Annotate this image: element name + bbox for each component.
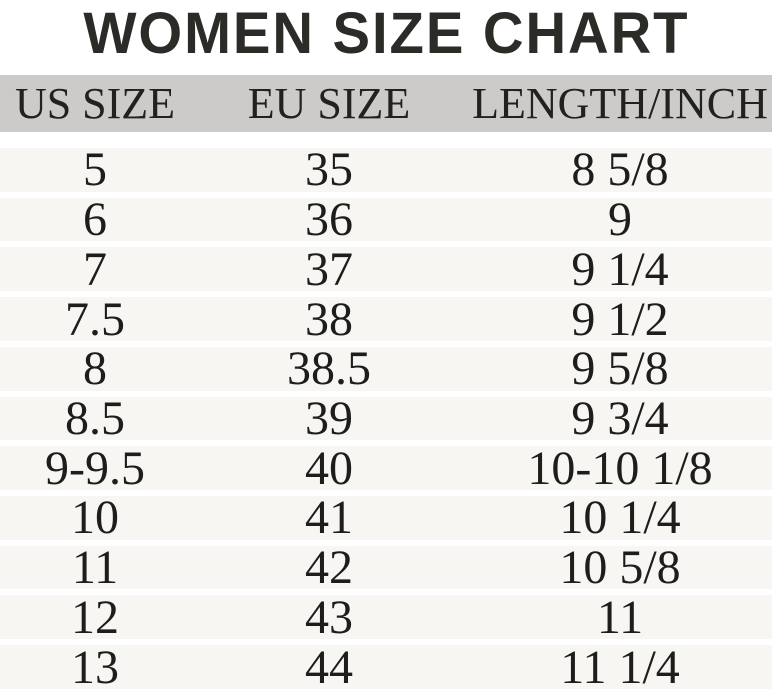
cell-length-inch: 9 1/2 <box>571 292 669 346</box>
cell-eu-size: 44 <box>305 640 353 694</box>
cell-us-size: 8.5 <box>65 391 125 445</box>
table-row: 10 41 10 1/4 <box>0 491 772 546</box>
cell-eu-size: 36 <box>305 193 353 247</box>
table-row: 9-9.5 40 10-10 1/8 <box>0 442 772 497</box>
cell-us-size: 12 <box>71 590 119 644</box>
table-body: 5 35 8 5/8 6 36 9 7 37 9 1/4 7.5 38 9 1/… <box>0 143 772 695</box>
cell-us-size: 8 <box>83 342 107 396</box>
cell-length-inch: 10 5/8 <box>559 541 681 595</box>
page-title: WOMEN SIZE CHART <box>82 1 690 66</box>
column-header-length-inch: LENGTH/INCH <box>472 79 768 128</box>
column-header-eu-size: EU SIZE <box>247 79 411 128</box>
cell-eu-size: 38.5 <box>287 342 371 396</box>
cell-eu-size: 42 <box>305 541 353 595</box>
table-row: 5 35 8 5/8 <box>0 143 772 198</box>
cell-us-size: 9-9.5 <box>45 441 145 495</box>
cell-length-inch: 9 3/4 <box>571 391 669 445</box>
cell-eu-size: 39 <box>305 391 353 445</box>
cell-us-size: 5 <box>83 143 107 197</box>
column-header-us-size: US SIZE <box>14 79 176 128</box>
table-row: 13 44 11 1/4 <box>0 641 772 695</box>
table-row: 8.5 39 9 3/4 <box>0 392 772 447</box>
cell-length-inch: 11 1/4 <box>560 640 680 694</box>
cell-length-inch: 11 <box>596 590 644 644</box>
table-row: 12 43 11 <box>0 591 772 646</box>
cell-eu-size: 38 <box>305 292 353 346</box>
cell-eu-size: 41 <box>305 491 353 545</box>
cell-us-size: 7 <box>83 242 107 296</box>
cell-us-size: 6 <box>83 193 107 247</box>
table-row: 6 36 9 <box>0 193 772 248</box>
cell-us-size: 13 <box>71 640 119 694</box>
cell-length-inch: 10-10 1/8 <box>527 441 713 495</box>
title-band: WOMEN SIZE CHART <box>0 0 772 75</box>
cell-eu-size: 35 <box>305 143 353 197</box>
cell-eu-size: 43 <box>305 590 353 644</box>
cell-eu-size: 37 <box>305 242 353 296</box>
table-header: US SIZE EU SIZE LENGTH/INCH <box>0 75 772 132</box>
table-row: 8 38.5 9 5/8 <box>0 342 772 397</box>
cell-eu-size: 40 <box>305 441 353 495</box>
cell-length-inch: 8 5/8 <box>571 143 669 197</box>
cell-length-inch: 9 <box>608 193 632 247</box>
cell-us-size: 7.5 <box>65 292 125 346</box>
cell-length-inch: 10 1/4 <box>559 491 681 545</box>
table-row: 7.5 38 9 1/2 <box>0 293 772 347</box>
cell-us-size: 11 <box>71 541 119 595</box>
cell-us-size: 10 <box>71 491 119 545</box>
cell-length-inch: 9 1/4 <box>571 242 669 296</box>
table-row: 11 42 10 5/8 <box>0 541 772 596</box>
table-row: 7 37 9 1/4 <box>0 243 772 298</box>
cell-length-inch: 9 5/8 <box>571 342 669 396</box>
